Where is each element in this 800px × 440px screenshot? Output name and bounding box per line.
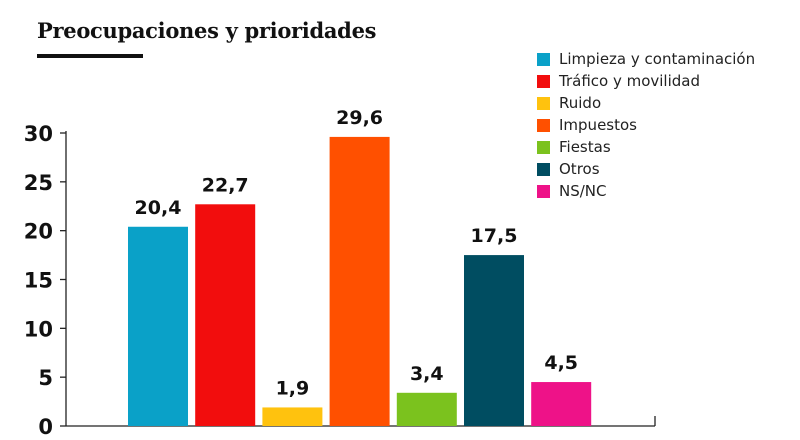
legend-swatch [537,74,550,88]
bar-otros [464,255,524,426]
legend-label: Ruido [559,94,602,112]
data-label-fiestas: 3,4 [410,363,444,385]
legend-label: Otros [559,160,600,178]
data-label-limpieza-y-contaminacion: 20,4 [135,197,182,219]
legend-item-otros: Otros [537,158,755,180]
y-tick-label: 20 [24,220,53,244]
legend-swatch [537,184,550,198]
data-label-trafico-y-movilidad: 22,7 [202,174,249,196]
legend-item-ns-nc: NS/NC [537,180,755,202]
bar-ruido [262,407,323,426]
y-tick-label: 25 [24,171,53,195]
bars [128,136,592,426]
legend-item-trafico-y-movilidad: Tráfico y movilidad [537,70,755,92]
chart-title: Preocupaciones y prioridades [37,18,377,43]
bar-trafico-y-movilidad [195,204,256,426]
y-tick-label: 30 [24,122,53,146]
legend-item-impuestos: Impuestos [537,114,755,136]
bar-ns-nc [531,382,592,426]
legend-label: Impuestos [559,116,637,134]
y-tick-label: 15 [24,269,53,293]
legend: Limpieza y contaminación Tráfico y movili… [537,48,755,202]
legend-item-ruido: Ruido [537,92,755,114]
legend-swatch [537,140,550,154]
data-label-otros: 17,5 [471,225,518,247]
data-labels: 20,4 22,7 1,9 29,6 3,4 17,5 4,5 [135,107,578,400]
y-tick-label: 5 [38,366,53,390]
legend-swatch [537,52,550,66]
data-label-impuestos: 29,6 [336,107,383,129]
data-label-ruido: 1,9 [276,377,310,399]
legend-swatch [537,118,550,132]
legend-label: NS/NC [559,182,607,200]
legend-swatch [537,162,550,176]
y-tick-label: 10 [24,317,53,341]
title-underline [37,54,143,58]
bar-impuestos [329,136,390,426]
data-label-ns-nc: 4,5 [544,352,578,374]
legend-label: Limpieza y contaminación [559,50,756,68]
legend-item-fiestas: Fiestas [537,136,755,158]
legend-label: Tráfico y movilidad [559,72,701,90]
y-tick-label: 0 [38,415,53,439]
legend-item-limpieza-y-contaminacion: Limpieza y contaminación [537,48,755,70]
bar-fiestas [396,392,457,426]
legend-label: Fiestas [559,138,611,156]
legend-swatch [537,96,550,110]
bar-limpieza-y-contaminacion [128,226,188,426]
